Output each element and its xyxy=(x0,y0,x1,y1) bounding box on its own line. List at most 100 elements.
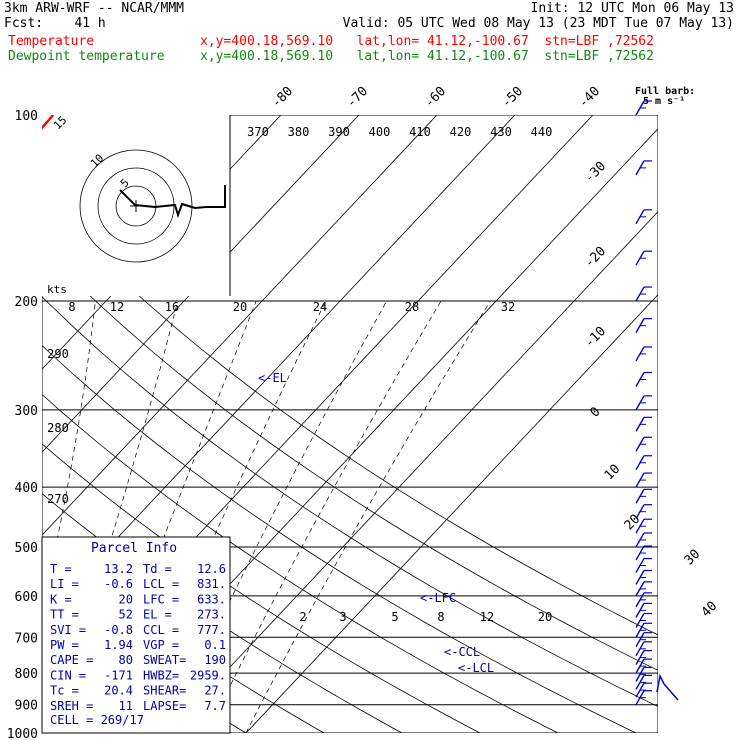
el-marker: <-EL xyxy=(258,371,287,385)
theta-row-label: 290 xyxy=(47,347,69,361)
hodograph-trace xyxy=(119,185,226,219)
parcel-key: LFC = xyxy=(143,592,179,606)
parcel-key: EL = xyxy=(143,608,172,622)
parcel-value: 190 xyxy=(204,653,226,667)
theta-row-label: 270 xyxy=(47,492,69,506)
parcel-value: 2959. xyxy=(190,668,226,682)
parcel-value: 1.94 xyxy=(104,638,133,652)
isotherm-label: -40 xyxy=(576,84,603,111)
model-title: 3km ARW-WRF -- NCAR/MMM xyxy=(4,1,185,16)
temperature-legend-label: Temperature xyxy=(8,34,95,49)
isotherm-label: 30 xyxy=(682,547,704,569)
pressure-tick-label: 300 xyxy=(15,404,38,419)
parcel-value: -0.6 xyxy=(104,577,133,591)
parcel-value: 7.7 xyxy=(204,699,226,713)
mixing-ratio-label: 2 xyxy=(299,610,306,624)
parcel-panel xyxy=(41,536,231,734)
speed-tick-label: 24 xyxy=(313,300,327,314)
theta-row-label: 280 xyxy=(47,421,69,435)
speed-tick-label: 8 xyxy=(68,300,75,314)
speed-tick-label: 20 xyxy=(233,300,247,314)
parcel-key: TT = xyxy=(50,608,79,622)
isotherm-label: 10 xyxy=(602,462,624,484)
mixing-ratio-label: 20 xyxy=(538,610,552,624)
valid-time: Valid: 05 UTC Wed 08 May 13 (23 MDT Tue … xyxy=(342,16,734,31)
pressure-tick-label: 200 xyxy=(15,295,38,310)
parcel-value: 20 xyxy=(119,592,133,606)
mixing-ratio-label: 5 xyxy=(391,610,398,624)
parcel-value: 20.4 xyxy=(104,684,133,698)
parcel-key: CIN = xyxy=(50,668,86,682)
theta-label: 400 xyxy=(369,125,391,139)
lcl-marker: <-LCL xyxy=(458,661,494,675)
lfc-marker: <-LFC xyxy=(420,591,456,605)
theta-label: 430 xyxy=(490,125,512,139)
parcel-value: 13.2 xyxy=(104,562,133,576)
isotherm-label: -10 xyxy=(582,324,609,351)
isotherm-label: -80 xyxy=(269,84,296,111)
isotherm-label: 20 xyxy=(622,512,644,534)
isotherm xyxy=(167,211,658,733)
dry-adiabat xyxy=(42,198,658,636)
parcel-key: SHEAR= xyxy=(143,684,186,698)
dry-adiabat xyxy=(42,296,658,707)
mixing-ratio-label: 3 xyxy=(339,610,346,624)
dewpoint-legend-info: x,y=400.18,569.10 lat,lon= 41.12,-100.67… xyxy=(200,49,654,64)
isotherm-label: -30 xyxy=(582,159,609,186)
parcel-key: SWEAT= xyxy=(143,653,186,667)
parcel-key: Tc = xyxy=(50,684,79,698)
parcel-key: LAPSE= xyxy=(143,699,186,713)
windbarb-title: Full barb: xyxy=(635,86,695,97)
pressure-tick-label: 900 xyxy=(15,699,38,714)
parcel-key: HWBZ= xyxy=(143,668,179,682)
parcel-value: 52 xyxy=(119,608,133,622)
temperature-legend-info: x,y=400.18,569.10 lat,lon= 41.12,-100.67… xyxy=(200,34,654,49)
mixing-ratio-label: 8 xyxy=(437,610,444,624)
dry-adiabat xyxy=(42,247,658,671)
dry-adiabat xyxy=(42,344,637,733)
parcel-key: CAPE = xyxy=(50,653,93,667)
dewpoint-legend-label: Dewpoint temperature xyxy=(8,49,165,64)
isotherm xyxy=(42,115,360,453)
theta-label: 420 xyxy=(450,125,472,139)
parcel-key: VGP = xyxy=(143,638,179,652)
isotherm-label: 40 xyxy=(699,599,721,621)
hodograph-kts-label: kts xyxy=(47,283,67,296)
theta-label: 380 xyxy=(288,125,310,139)
mixing-ratio-label: 12 xyxy=(480,610,494,624)
dry-adiabat xyxy=(0,115,12,733)
parcel-value: 273. xyxy=(197,608,226,622)
moist-adiabat xyxy=(245,300,491,733)
isotherm xyxy=(42,115,438,536)
parcel-key: LI = xyxy=(50,577,79,591)
theta-label: 370 xyxy=(247,125,269,139)
speed-tick-label: 12 xyxy=(110,300,124,314)
isotherm xyxy=(42,115,516,619)
parcel-value: 777. xyxy=(197,623,226,637)
parcel-value: 12.6 xyxy=(197,562,226,576)
parcel-value: 11 xyxy=(119,699,133,713)
parcel-title: Parcel Info xyxy=(91,541,177,556)
hodograph-ring xyxy=(79,149,193,263)
pressure-tick-label: 700 xyxy=(15,631,38,646)
theta-label: 440 xyxy=(531,125,553,139)
parcel-key: T = xyxy=(50,562,72,576)
theta-label: 390 xyxy=(328,125,350,139)
parcel-value: 831. xyxy=(197,577,226,591)
parcel-key: Td = xyxy=(143,562,172,576)
speed-tick-label: 32 xyxy=(501,300,515,314)
parcel-key: PW = xyxy=(50,638,79,652)
pressure-tick-label: 1000 xyxy=(7,727,38,740)
speed-tick-label: 28 xyxy=(405,300,419,314)
init-time: Init: 12 UTC Mon 06 May 13 xyxy=(530,1,735,16)
isotherm-label: -60 xyxy=(422,84,449,111)
moist-adiabat xyxy=(206,300,442,733)
surface-wind-barb xyxy=(656,673,679,701)
windbarb-unit: 5 m s⁻¹ xyxy=(643,96,685,107)
isotherm-label: -70 xyxy=(344,84,371,111)
parcel-key: LCL = xyxy=(143,577,179,591)
isotherm-label: 0 xyxy=(587,404,603,420)
parcel-key: K = xyxy=(50,592,72,606)
